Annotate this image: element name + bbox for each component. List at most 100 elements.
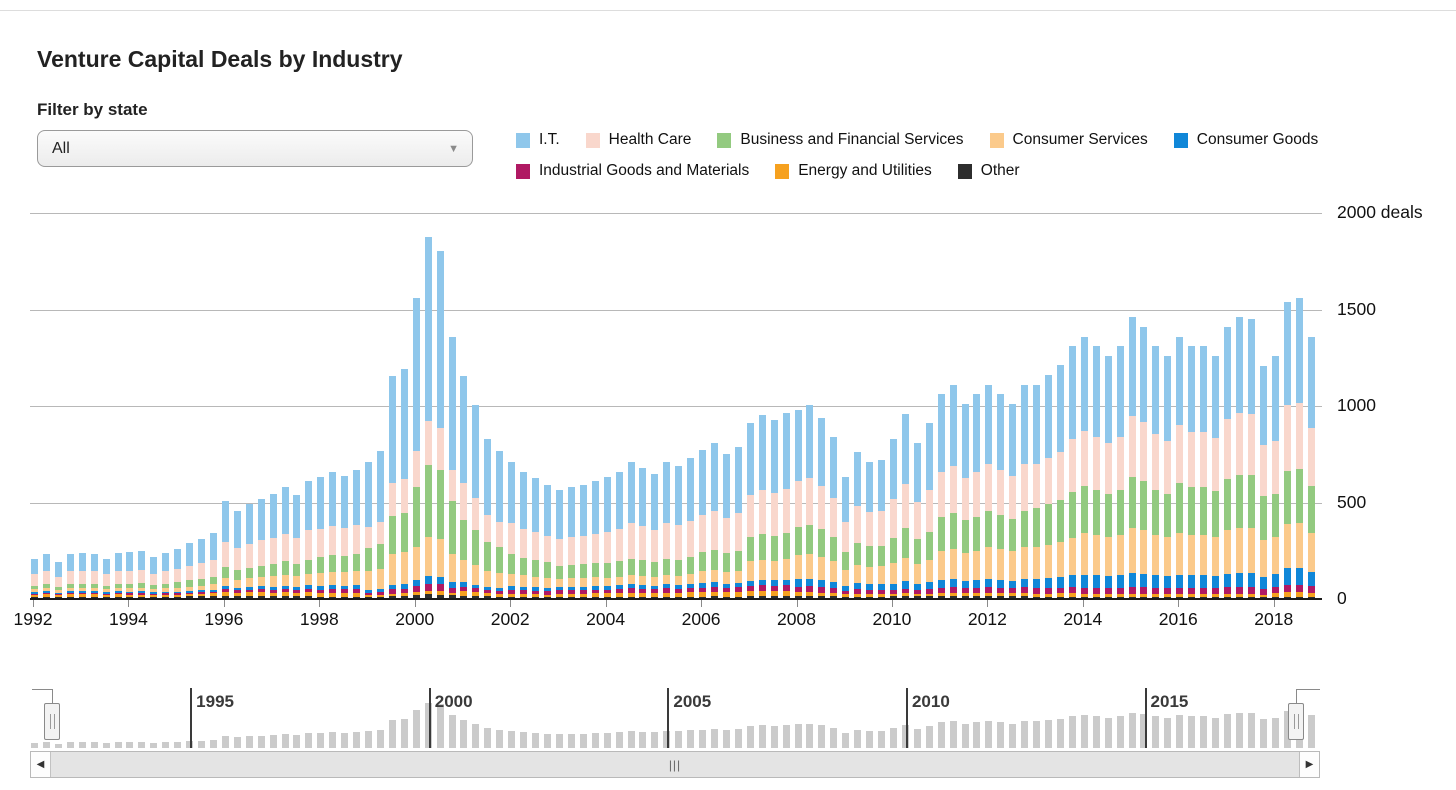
legend-item-consumer-goods[interactable]: Consumer Goods <box>1173 131 1318 149</box>
bar-2009-q1[interactable] <box>842 477 850 598</box>
bar-2009-q3[interactable] <box>866 461 874 598</box>
bar-2013-q4[interactable] <box>1068 346 1076 598</box>
brush-right-handle[interactable] <box>1288 703 1304 740</box>
legend-item-consumer-services[interactable]: Consumer Services <box>989 131 1148 149</box>
legend-item-industrial-goods-and-materials[interactable]: Industrial Goods and Materials <box>516 162 749 180</box>
bar-1992-q1[interactable] <box>31 558 38 598</box>
bar-2017-q4[interactable] <box>1259 365 1267 598</box>
bar-2001-q1[interactable] <box>460 376 468 598</box>
bar-1995-q1[interactable] <box>174 548 182 598</box>
bar-2010-q1[interactable] <box>889 438 897 598</box>
bar-1996-q3[interactable] <box>245 504 253 598</box>
bar-1998-q1[interactable] <box>317 477 325 598</box>
bar-2006-q2[interactable] <box>711 442 718 598</box>
bar-1997-q2[interactable] <box>281 487 289 598</box>
bar-2006-q1[interactable] <box>699 450 707 598</box>
bar-2011-q2[interactable] <box>949 384 957 598</box>
bar-2000-q4[interactable] <box>448 336 456 598</box>
scrollbar-thumb[interactable]: ||| <box>50 752 1300 777</box>
bar-2005-q4[interactable] <box>687 458 695 598</box>
bar-2004-q1[interactable] <box>603 477 611 598</box>
bar-2012-q2[interactable] <box>997 394 1005 598</box>
bar-1996-q2[interactable] <box>233 511 241 598</box>
bar-1993-q1[interactable] <box>78 552 86 598</box>
brush-left-handle[interactable] <box>44 703 60 740</box>
bar-1994-q2[interactable] <box>138 550 146 598</box>
bar-1992-q3[interactable] <box>54 562 62 598</box>
bar-2016-q1[interactable] <box>1176 336 1184 598</box>
bar-2012-q1[interactable] <box>985 384 993 598</box>
bar-1994-q1[interactable] <box>126 551 134 598</box>
bar-2014-q4[interactable] <box>1116 346 1124 598</box>
legend-item-business-and-financial-services[interactable]: Business and Financial Services <box>717 131 964 149</box>
state-filter-dropdown[interactable]: All ▼ <box>37 130 473 167</box>
bar-2016-q4[interactable] <box>1212 355 1220 598</box>
legend-item-i-t-[interactable]: I.T. <box>516 131 560 149</box>
bar-2015-q3[interactable] <box>1152 346 1160 598</box>
bar-1992-q2[interactable] <box>42 553 50 598</box>
bar-2006-q3[interactable] <box>722 454 730 598</box>
bar-2004-q4[interactable] <box>639 467 647 598</box>
bar-1995-q3[interactable] <box>198 539 206 598</box>
bar-2009-q4[interactable] <box>878 460 886 598</box>
bar-1998-q3[interactable] <box>341 475 349 598</box>
bar-1993-q3[interactable] <box>102 558 110 598</box>
bar-1998-q4[interactable] <box>353 469 361 598</box>
bar-2017-q2[interactable] <box>1235 317 1243 598</box>
bar-2003-q2[interactable] <box>567 487 575 598</box>
bar-2018-q3[interactable] <box>1295 297 1303 598</box>
bar-1994-q4[interactable] <box>162 552 170 598</box>
bar-2007-q3[interactable] <box>770 419 778 598</box>
bar-2005-q1[interactable] <box>651 473 659 598</box>
bar-2015-q1[interactable] <box>1128 317 1136 598</box>
bar-2014-q1[interactable] <box>1080 336 1088 598</box>
bar-1994-q3[interactable] <box>150 556 158 598</box>
bar-1999-q1[interactable] <box>365 461 373 598</box>
bar-2011-q3[interactable] <box>961 404 969 598</box>
bar-2013-q1[interactable] <box>1033 384 1041 598</box>
legend-item-other[interactable]: Other <box>957 162 1020 180</box>
bar-1999-q2[interactable] <box>376 451 384 598</box>
bar-1993-q2[interactable] <box>90 553 98 598</box>
legend-item-health-care[interactable]: Health Care <box>585 131 691 149</box>
bar-2008-q1[interactable] <box>794 409 802 598</box>
bar-2015-q4[interactable] <box>1164 355 1172 598</box>
bar-2000-q2[interactable] <box>424 237 432 598</box>
bar-2002-q1[interactable] <box>508 461 516 598</box>
bar-2007-q2[interactable] <box>758 414 766 598</box>
bar-2003-q1[interactable] <box>555 489 563 598</box>
bar-2001-q2[interactable] <box>472 405 480 598</box>
bar-2003-q4[interactable] <box>591 481 599 598</box>
bar-1992-q4[interactable] <box>66 553 74 598</box>
bar-2012-q3[interactable] <box>1009 404 1017 598</box>
bar-1997-q1[interactable] <box>269 493 277 598</box>
bar-2005-q2[interactable] <box>663 461 671 598</box>
bar-2010-q4[interactable] <box>925 423 933 598</box>
bar-2001-q3[interactable] <box>484 438 492 598</box>
bar-1996-q4[interactable] <box>257 498 265 598</box>
bar-2016-q2[interactable] <box>1188 346 1196 598</box>
bar-1999-q3[interactable] <box>388 376 396 598</box>
horizontal-scrollbar[interactable]: ◀ ||| ▶ <box>30 751 1320 778</box>
bar-1995-q2[interactable] <box>186 543 194 598</box>
bar-2016-q3[interactable] <box>1200 346 1208 598</box>
bar-2002-q2[interactable] <box>520 471 528 598</box>
bar-2010-q3[interactable] <box>913 442 921 598</box>
bar-2004-q3[interactable] <box>627 461 635 598</box>
bar-1999-q4[interactable] <box>400 369 408 598</box>
bar-2017-q3[interactable] <box>1247 319 1255 598</box>
bar-2007-q4[interactable] <box>782 412 790 598</box>
bar-1998-q2[interactable] <box>329 471 337 598</box>
bar-1997-q3[interactable] <box>293 494 301 598</box>
bar-2008-q3[interactable] <box>818 417 826 598</box>
bar-2011-q1[interactable] <box>937 394 945 598</box>
bar-2000-q3[interactable] <box>436 250 444 598</box>
bar-2015-q2[interactable] <box>1140 326 1148 598</box>
bar-2003-q3[interactable] <box>579 485 587 598</box>
bar-2017-q1[interactable] <box>1224 326 1231 598</box>
bar-2005-q3[interactable] <box>675 465 683 598</box>
bar-2009-q2[interactable] <box>854 452 862 598</box>
bar-2000-q1[interactable] <box>412 297 420 598</box>
bar-2007-q1[interactable] <box>746 423 754 598</box>
bar-2006-q4[interactable] <box>734 446 742 598</box>
